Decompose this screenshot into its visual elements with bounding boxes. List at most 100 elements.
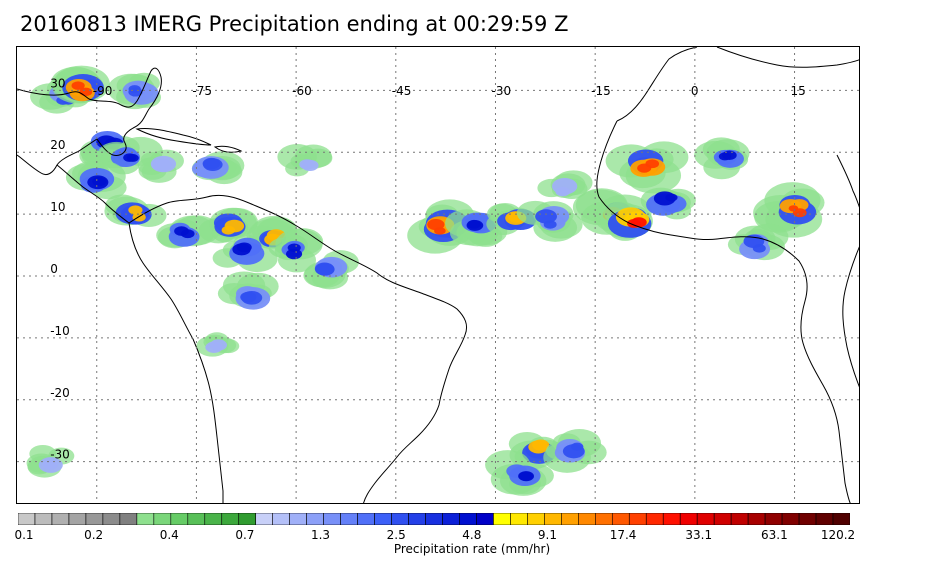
colorbar-swatch: [323, 513, 341, 525]
colorbar-tick-labels: 0.1 0.2 0.4 0.7 1.3 2.5 4.8 9.1 17.4 33.1 63.1 120.…: [0, 528, 944, 544]
coastlines: [17, 47, 859, 503]
colorbar-swatch: [747, 513, 766, 525]
colorbar-swatch: [442, 513, 460, 525]
coastline-africa: [616, 47, 698, 122]
lon-tick-label: -60: [292, 84, 312, 98]
colorbar-swatch: [781, 513, 800, 525]
precip-cell: [196, 332, 240, 357]
colorbar-tick-label: 1.3: [310, 528, 331, 542]
colorbar-swatch: [153, 513, 172, 525]
lat-tick-label: 0: [50, 262, 58, 276]
colorbar-swatch: [221, 513, 240, 525]
lat-tick-label: -30: [50, 448, 70, 462]
map-panel: -90 -75 -60 -45 -30 -15 0 15 30 20 10 0 -10 -20 -30: [16, 46, 860, 504]
lon-tick-label: -45: [392, 84, 412, 98]
colorbar-swatch: [578, 513, 596, 525]
precip-cell: [26, 444, 75, 478]
lon-tick-label: -75: [192, 84, 212, 98]
precip-cell: [51, 65, 110, 104]
precip-cell: [268, 228, 324, 273]
colorbar-swatch: [340, 513, 358, 525]
coastline-north-america: [17, 67, 162, 176]
colorbar-swatch: [476, 513, 494, 525]
colorbar-swatch: [255, 513, 273, 525]
colorbar-swatch: [85, 513, 104, 525]
colorbar-swatch: [102, 513, 121, 525]
lon-tick-label: 15: [791, 84, 806, 98]
colorbar-tick-label: 63.1: [761, 528, 788, 542]
colorbar-tick-label: 0.4: [159, 528, 179, 542]
precip-cell: [137, 149, 184, 183]
colorbar-swatch: [391, 513, 409, 525]
precip-cell: [217, 271, 279, 310]
colorbar-swatch: [18, 513, 36, 525]
colorbar-swatch: [374, 513, 392, 525]
colorbar-swatch: [272, 513, 290, 525]
colorbar-swatch: [764, 513, 783, 525]
precip-cell: [694, 137, 750, 180]
colorbar-tick-label: 2.5: [386, 528, 406, 542]
colorbar-swatch: [679, 513, 698, 525]
precip-cell: [65, 160, 127, 200]
precip-cell: [597, 194, 652, 241]
colorbar-swatch: [611, 513, 630, 525]
colorbar-swatch: [459, 513, 477, 525]
colorbar-swatch: [561, 513, 579, 525]
coastline-south-america: [128, 194, 468, 503]
coastline-africa-east: [842, 246, 859, 388]
coastline-arabia: [836, 154, 859, 208]
colorbar-swatch: [645, 513, 664, 525]
colorbar-title: Precipitation rate (mm/hr): [393, 542, 551, 556]
colorbar-swatch: [119, 513, 138, 525]
precip-cell: [508, 432, 565, 470]
precip-cell: [303, 250, 359, 290]
precip-cell: [727, 223, 789, 261]
precip-cell: [605, 141, 689, 194]
colorbar-tick-label: 0.2: [84, 528, 104, 542]
lon-tick-label: -90: [93, 84, 113, 98]
colorbar-tick-label: 0.1: [14, 528, 34, 542]
precip-cell: [485, 450, 554, 496]
precip-cell: [516, 200, 583, 242]
colorbar-swatch: [595, 513, 613, 525]
colorbar-tick-label: 120.2: [820, 528, 856, 542]
colorbar-swatch: [51, 513, 70, 525]
colorbar-swatch: [544, 513, 562, 525]
precip-cell: [537, 170, 593, 200]
colorbar-swatch: [306, 513, 324, 525]
colorbar-swatch: [696, 513, 715, 525]
lon-tick-label: 0: [691, 84, 699, 98]
colorbar-swatch: [815, 513, 834, 525]
colorbar-swatch: [204, 513, 223, 525]
precip-cell: [640, 187, 696, 220]
map-title: 20160813 IMERG Precipitation ending at 0…: [20, 12, 569, 36]
colorbar-swatch: [628, 513, 647, 525]
lon-tick-label: -15: [591, 84, 611, 98]
precipitation-map: -90 -75 -60 -45 -30 -15 0 15 30 20 10 0 -10 -20 -30: [17, 47, 859, 503]
colorbar-tick-label: 0.7: [235, 528, 255, 542]
colorbar-swatch: [527, 513, 545, 525]
coastline-africa-west: [596, 120, 851, 503]
precip-cell: [486, 203, 537, 236]
colorbar-swatch: [357, 513, 375, 525]
colorbar-swatch: [510, 513, 528, 525]
colorbar-swatch: [289, 513, 307, 525]
colorbar-swatch: [34, 513, 53, 525]
coastline-africa-north: [716, 47, 859, 68]
colorbar-swatch: [798, 513, 817, 525]
colorbar-swatch: [187, 513, 206, 525]
precip-cell: [543, 429, 607, 473]
coastline-cuba: [135, 128, 212, 146]
precip-cell: [212, 234, 278, 273]
colorbar-swatch: [170, 513, 189, 525]
colorbar-tick-label: 33.1: [685, 528, 713, 542]
colorbar-tick-label: 17.4: [609, 528, 637, 542]
precip-cell: [156, 215, 220, 249]
precip-cell: [198, 207, 258, 244]
colorbar-swatch: [713, 513, 732, 525]
axis-tick-labels: -90 -75 -60 -45 -30 -15 0 15 30 20 10 0 -10 -20 -30: [50, 76, 806, 461]
precip-cell: [277, 144, 333, 177]
lat-tick-label: 20: [50, 138, 65, 152]
colorbar-tick-label: 4.8: [462, 528, 482, 542]
lat-tick-label: 30: [50, 76, 65, 90]
